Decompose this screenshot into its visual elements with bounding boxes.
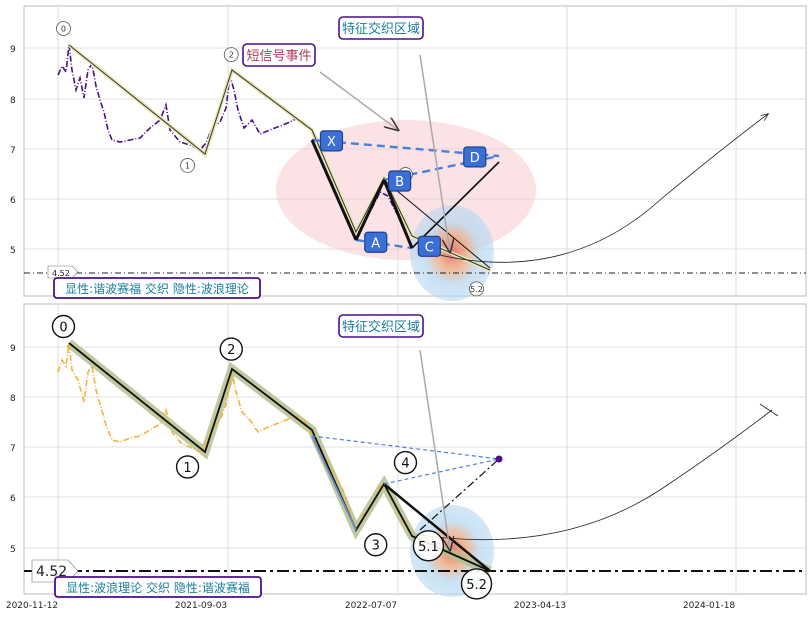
bottom-price-series (57, 342, 413, 533)
x-tick-label: 2022-07-07 (345, 601, 397, 611)
bottom-y-ticks: 9 8 7 6 5 (10, 344, 16, 555)
y-tick-label: 7 (10, 444, 16, 454)
y-tick-label: 5 (10, 545, 16, 555)
y-tick-label: 7 (10, 146, 16, 156)
harmonic-point-label: C (425, 240, 434, 255)
bottom-wave-label-marker (175, 455, 200, 479)
top-wave-line (68, 44, 491, 271)
bottom-projection-tick (759, 403, 779, 417)
harmonic-point-label: D (470, 151, 480, 166)
bottom-zone-annotation-text: 特征交织区域 (342, 319, 420, 335)
top-grid (24, 6, 806, 296)
harmonic-labels: X A B C D (319, 130, 487, 257)
bottom-wave-label: 2 (227, 343, 235, 358)
wave-label-marker (469, 281, 484, 297)
harmonic-point-marker (388, 170, 412, 192)
top-y-ticks: 9 8 7 6 5 (10, 45, 16, 256)
bottom-d-point (495, 455, 503, 463)
bottom-zone-arrow (419, 349, 450, 550)
zone-arrow (419, 54, 450, 252)
bottom-wave-label: 5.2 (466, 578, 487, 593)
bottom-wave-label: 0 (59, 320, 67, 335)
bottom-grid (24, 304, 806, 594)
harmonic-point-marker (319, 130, 344, 152)
x-axis: 2020-11-12 2021-09-03 2022-07-07 2023-04… (6, 601, 736, 611)
x-tick-label: 2023-04-13 (514, 601, 566, 611)
bottom-wave-4-5 (383, 483, 491, 572)
bottom-wave-label-marker (393, 450, 418, 475)
bottom-wave-label: 1 (183, 461, 191, 476)
bottom-wave-line (68, 342, 491, 572)
x-tick-label: 2021-09-03 (175, 601, 227, 611)
harmonic-point-marker (463, 146, 487, 168)
signal-annotation-box (242, 43, 316, 67)
signal-annotation-text: 短信号事件 (246, 49, 311, 64)
bottom-wave-label: 5.1 (418, 540, 439, 555)
wave-label: 0 (61, 24, 66, 33)
bottom-wave-label-marker (364, 533, 388, 557)
x-tick-label: 2024-01-18 (683, 601, 736, 611)
signal-arrow (319, 71, 398, 130)
y-tick-label: 9 (10, 344, 16, 354)
bottom-wave-label: 4 (401, 457, 409, 472)
y-tick-label: 6 (10, 196, 16, 206)
bottom-panel: 9 8 7 6 5 4.52 特征交织区域 0 1 2 3 4 5.1 5.2 显性:波浪理… (10, 303, 807, 600)
bottom-xa-leg (311, 435, 357, 531)
y-tick-label: 9 (10, 45, 16, 55)
bottom-legend-box (54, 576, 262, 598)
support-label-box (47, 265, 79, 279)
harmonic-point-label: B (395, 175, 404, 190)
wave-label: 5.2 (470, 285, 483, 294)
wave-label: 2 (229, 51, 234, 60)
bottom-support-label: 4.52 (36, 564, 67, 580)
support-label: 4.52 (52, 269, 70, 278)
wave-label-marker (180, 158, 195, 173)
harmonic-point-label: X (327, 135, 336, 150)
top-legend-text: 显性:谐波赛福 交织 隐性:波浪理论 (65, 281, 249, 296)
bottom-bd-leg (383, 458, 500, 485)
top-price-series-2 (329, 179, 403, 234)
bottom-xd-leg (311, 435, 500, 460)
bottom-zone-annotation-box (338, 314, 424, 338)
y-tick-label: 8 (10, 96, 16, 106)
harmonic-point-marker (417, 235, 441, 257)
top-panel: 9 8 7 6 5 4.52 特征交织区域 (10, 5, 807, 301)
zone-annotation-text: 特征交织区域 (342, 21, 420, 37)
bottom-wave-label: 3 (372, 539, 380, 554)
y-tick-label: 6 (10, 494, 16, 504)
bottom-wave-label-marker (460, 568, 493, 600)
bottom-wave-label-marker (51, 314, 76, 339)
projection-curve (419, 114, 768, 263)
y-tick-label: 8 (10, 394, 16, 404)
bottom-legend-text: 显性:波浪理论 交织 隐性:谐波赛福 (66, 580, 250, 595)
bottom-wave-label-marker (412, 530, 445, 562)
top-legend-box (53, 277, 261, 299)
bottom-wave-labels: 0 1 2 3 4 5.1 5.2 (51, 314, 493, 600)
wave-label: 1 (185, 161, 190, 170)
y-tick-label: 5 (10, 246, 16, 256)
wave-label-marker (56, 21, 71, 36)
wave-label-marker (223, 47, 239, 62)
zone-annotation-box (338, 16, 424, 40)
bottom-cd-leg (419, 458, 500, 531)
bottom-wave-label-marker (219, 337, 243, 361)
harmonic-point-label: A (371, 236, 380, 251)
x-tick-label: 2020-11-12 (6, 601, 58, 611)
bottom-projection-curve (419, 409, 773, 541)
harmonic-point-marker (364, 231, 388, 253)
